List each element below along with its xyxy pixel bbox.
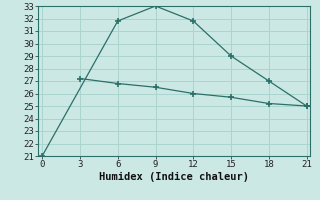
X-axis label: Humidex (Indice chaleur): Humidex (Indice chaleur) — [100, 172, 249, 182]
